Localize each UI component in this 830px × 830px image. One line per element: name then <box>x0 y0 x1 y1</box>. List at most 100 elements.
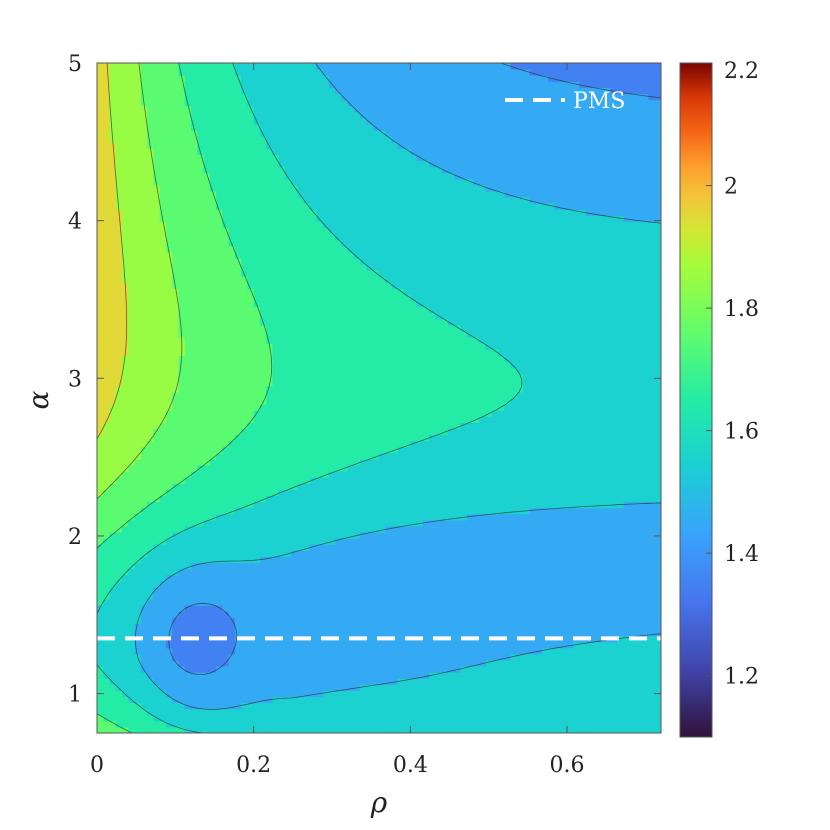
contour-cell <box>592 404 599 411</box>
contour-cell <box>297 489 305 497</box>
contour-cell <box>510 471 518 478</box>
contour-cell <box>253 434 261 442</box>
contour-cell <box>259 653 267 661</box>
contour-cell <box>341 501 349 509</box>
contour-cell <box>460 672 468 679</box>
contour-cell <box>103 446 111 454</box>
contour-cell <box>247 599 255 606</box>
contour-cell <box>291 458 299 466</box>
contour-cell <box>228 574 236 582</box>
contour-cell <box>197 684 205 691</box>
contour-cell <box>397 635 405 643</box>
contour-cell <box>466 398 474 405</box>
contour-cell <box>598 428 606 436</box>
contour-cell <box>153 696 161 704</box>
contour-cell <box>523 410 530 417</box>
contour-cell <box>629 659 637 667</box>
contour-cell <box>172 714 180 722</box>
contour-cell <box>115 708 123 716</box>
contour-cell <box>567 720 574 728</box>
contour-cell <box>310 465 317 472</box>
contour-cell <box>623 501 631 509</box>
contour-cell <box>353 666 361 673</box>
contour-cell <box>191 446 198 454</box>
contour-cell <box>441 702 449 710</box>
contour-cell <box>617 599 624 606</box>
contour-cell <box>228 659 236 667</box>
contour-cell <box>259 422 267 430</box>
contour-cell <box>278 696 286 704</box>
contour-cell <box>579 574 587 582</box>
contour-cell <box>379 440 386 448</box>
contour-cell <box>128 720 136 728</box>
contour-cell <box>473 471 480 478</box>
contour-cell <box>485 398 493 405</box>
contour-cell <box>629 684 637 691</box>
contour-cell <box>397 501 405 509</box>
contour-cell <box>598 726 606 733</box>
contour-cell <box>617 471 624 478</box>
contour-cell <box>554 568 562 576</box>
contour-cell <box>554 714 562 722</box>
contour-cell <box>103 465 111 472</box>
contour-cell <box>379 391 386 399</box>
contour-cell <box>159 641 167 649</box>
contour-cell <box>429 574 436 582</box>
contour-cell <box>291 513 299 521</box>
contour-cell <box>391 599 399 606</box>
contour-cell <box>341 672 349 679</box>
contour-cell <box>291 623 299 631</box>
contour-cell <box>410 641 418 649</box>
contour-cell <box>510 720 518 728</box>
contour-cell <box>498 641 505 649</box>
contour-cell <box>285 471 292 478</box>
contour-cell <box>134 720 142 728</box>
contour-cell <box>128 477 136 484</box>
contour-cell <box>266 471 274 478</box>
contour-cell <box>165 471 173 478</box>
contour-cell <box>454 702 462 710</box>
contour-cell <box>567 519 574 527</box>
contour-cell <box>234 666 242 673</box>
contour-cell <box>134 672 142 679</box>
contour-cell <box>103 556 111 564</box>
contour-cell <box>397 592 405 600</box>
contour-cell <box>191 458 198 466</box>
contour-cell <box>635 452 643 460</box>
contour-cell <box>335 641 342 649</box>
contour-cell <box>128 483 136 490</box>
contour-cell <box>285 544 292 551</box>
contour-cell <box>385 495 393 503</box>
contour-cell <box>491 471 499 478</box>
contour-cell <box>259 592 267 600</box>
contour-cell <box>178 532 186 539</box>
contour-cell <box>592 605 599 612</box>
contour-cell <box>604 580 612 588</box>
contour-cell <box>617 653 624 661</box>
contour-cell <box>97 446 104 454</box>
contour-cell <box>535 556 543 564</box>
contour-cell <box>429 611 436 618</box>
contour-cell <box>316 678 324 685</box>
contour-cell <box>347 513 355 521</box>
contour-cell <box>109 391 117 399</box>
contour-cell <box>454 398 462 405</box>
contour-cell <box>385 647 393 655</box>
contour-cell <box>259 586 267 594</box>
contour-cell <box>654 714 661 722</box>
contour-cell <box>604 477 612 484</box>
contour-cell <box>473 538 480 545</box>
contour-cell <box>353 428 361 436</box>
contour-cell <box>253 458 261 466</box>
contour-cell <box>310 458 317 466</box>
contour-cell <box>341 666 349 673</box>
contour-cell <box>297 465 305 472</box>
contour-cell <box>385 471 393 478</box>
contour-cell <box>372 580 380 588</box>
contour-cell <box>466 714 474 722</box>
contour-cell <box>454 568 462 576</box>
contour-cell <box>466 525 474 533</box>
contour-cell <box>541 678 549 685</box>
contour-cell <box>335 586 342 594</box>
contour-cell <box>316 641 324 649</box>
